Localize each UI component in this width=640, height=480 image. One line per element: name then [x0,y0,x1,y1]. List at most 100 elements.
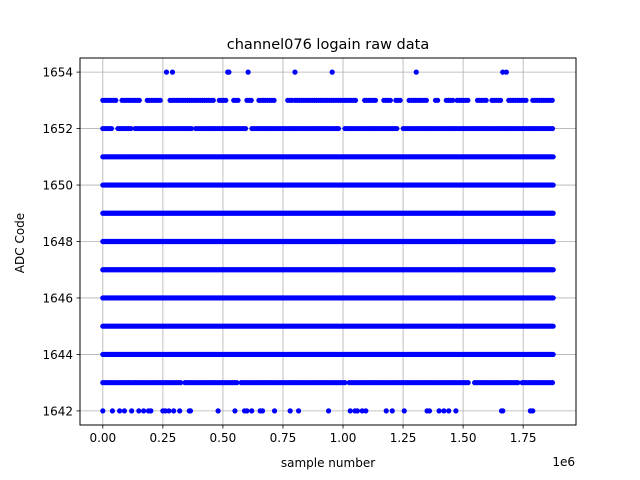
y-tick-label: 1652 [42,122,73,136]
data-point-1654 [503,69,509,75]
y-tick-label: 1642 [42,404,73,418]
data-point-1642 [166,408,172,414]
data-point-1642 [500,408,506,414]
data-point-1653 [271,97,277,103]
data-point-1654 [413,69,419,75]
data-point-1642 [215,408,221,414]
data-point-1653 [235,97,241,103]
data-point-1654 [500,69,506,75]
data-point-1642 [121,408,128,414]
data-point-1642 [232,408,238,414]
data-point-1642 [359,408,365,414]
data-point-1653 [497,97,504,103]
data-point-1653 [423,97,429,103]
data-point-1653 [397,97,403,103]
data-point-1653 [248,97,254,103]
data-point-1642 [171,408,177,414]
y-tick-label: 1646 [42,291,73,305]
data-point-1653 [465,97,471,103]
data-point-1643 [342,380,348,386]
data-point-1642 [530,408,536,414]
data-point-1654 [245,69,251,75]
data-point-1643 [178,380,184,386]
data-point-1654 [329,69,335,75]
data-point-1642 [141,408,147,414]
data-point-1642 [401,408,407,414]
data-point-1642 [453,408,459,414]
data-point-1642 [436,408,442,414]
data-point-1654 [169,69,176,75]
data-point-1642 [295,408,302,414]
data-point-1642 [426,408,433,414]
data-point-1643 [465,380,471,386]
x-tick-label: 0.75 [270,431,297,445]
data-point-1654 [292,69,298,75]
data-point-1642 [162,408,168,414]
x-tick-label: 1.25 [390,431,417,445]
data-point-1642 [187,408,194,414]
data-point-1653 [523,97,529,103]
chart-title: channel076 logain raw data [227,37,429,53]
data-point-1652 [128,125,134,132]
data-point-1642 [100,408,106,414]
data-point-1642 [136,408,142,414]
data-point-1652 [108,125,115,132]
data-point-1654 [163,69,170,75]
data-point-1653 [387,97,393,103]
x-tick-label: 1.50 [450,431,477,445]
data-point-1642 [347,408,353,414]
data-point-1642 [389,408,395,414]
data-point-1642 [271,408,278,414]
x-axis-label: sample number [281,456,375,470]
data-point-1653 [113,97,119,103]
data-point-1653 [157,97,163,103]
y-axis-ticks: 1642 1644 1646 1648 1650 1652 1654 [42,66,80,418]
data-point-1642 [148,408,154,414]
data-point-1653 [372,97,379,103]
x-axis-offset-text: 1e6 [552,455,575,469]
data-point-1652 [335,125,342,132]
data-point-1642 [326,408,332,414]
data-point-1652 [394,125,400,132]
data-point-1653 [352,97,359,103]
data-point-1653 [136,97,142,103]
data-point-1642 [354,408,361,414]
y-tick-label: 1650 [42,179,73,193]
data-point-1653 [549,97,555,103]
data-point-1642 [109,408,116,414]
data-point-1642 [383,408,389,414]
x-tick-label: 0.50 [210,431,237,445]
data-point-1642 [441,408,447,414]
data-point-1642 [446,408,452,414]
data-point-1642 [117,408,123,414]
x-tick-label: 1.75 [510,431,537,445]
data-point-1642 [177,408,183,414]
x-tick-label: 1.00 [330,431,357,445]
data-point-1653 [450,97,456,103]
y-tick-label: 1648 [42,235,73,249]
x-tick-label: 0.25 [150,431,177,445]
data-point-1643 [515,380,521,386]
data-point-1652 [549,125,556,132]
data-point-1642 [259,408,266,414]
data-point-1642 [129,408,135,414]
data-point-1643 [549,380,556,386]
data-point-1654 [226,69,232,75]
y-axis-label: ADC Code [13,213,27,273]
data-point-1642 [363,408,369,414]
data-point-1653 [223,97,229,103]
data-point-1653 [483,97,489,103]
data-point-1652 [188,125,195,132]
data-point-1642 [244,408,250,414]
y-tick-label: 1654 [42,66,73,80]
data-point-1643 [234,380,240,386]
data-point-1653 [435,97,441,103]
data-point-1652 [242,125,249,132]
data-points [100,69,556,414]
data-point-1642 [249,408,255,414]
x-tick-label: 0.00 [89,431,116,445]
y-tick-label: 1644 [42,348,73,362]
data-point-1642 [287,408,293,414]
x-axis-ticks: 0.00 0.25 0.50 0.75 1.00 1.25 1.50 1.75 [89,425,537,445]
